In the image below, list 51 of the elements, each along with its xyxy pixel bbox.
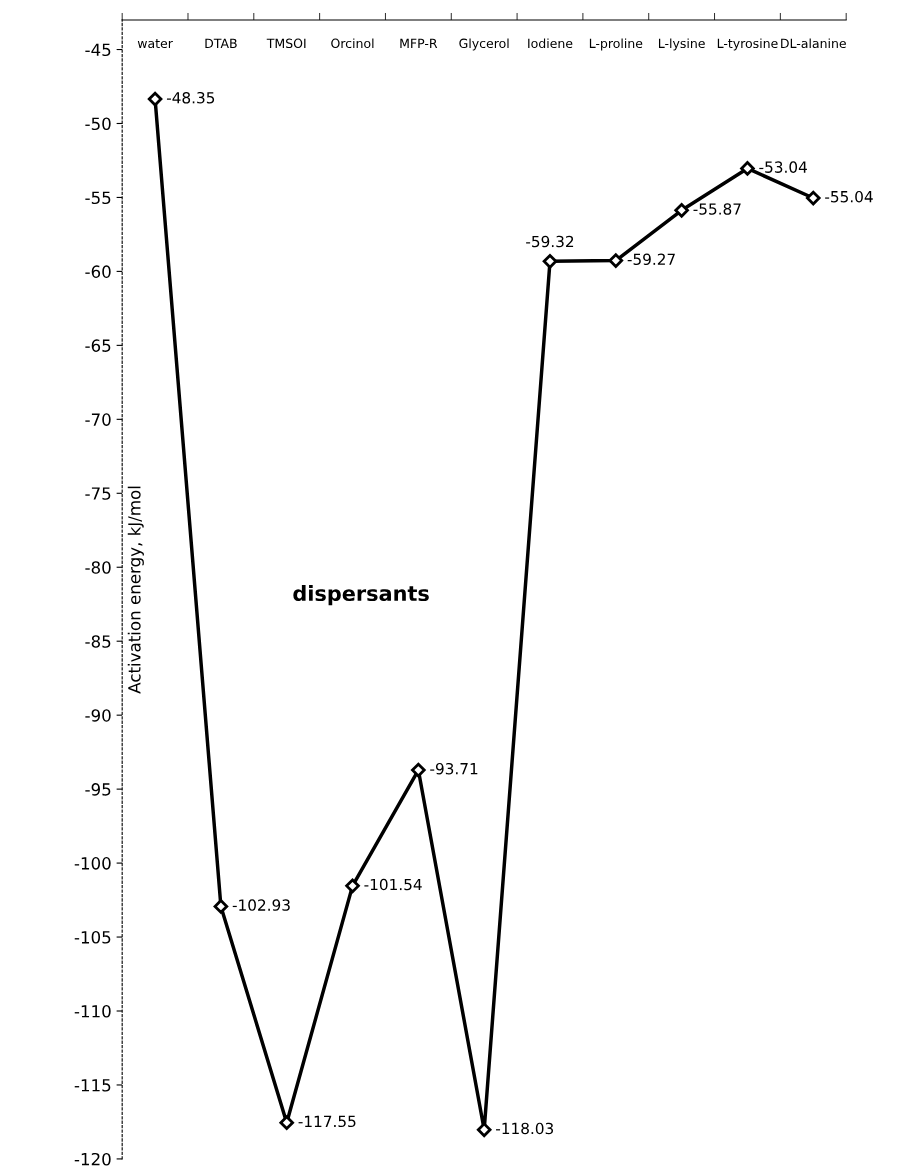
y-tick-label: -75 <box>85 487 111 500</box>
y-tick-label: -70 <box>85 413 111 426</box>
point <box>740 161 755 176</box>
y-axis-title: Activation energy, kJ/mol <box>127 486 144 694</box>
data-label: -117.55 <box>298 1115 356 1128</box>
data-label: -53.04 <box>759 161 807 173</box>
y-tick-label: -60 <box>85 265 111 278</box>
point <box>279 1115 294 1130</box>
data-label: -93.71 <box>430 762 478 775</box>
x-tick-label: L-lysine <box>658 38 705 51</box>
x-tick-label: Orcinol <box>331 38 374 49</box>
y-tick-label: -50 <box>85 117 111 131</box>
y-tick-label: -85 <box>85 635 111 648</box>
x-tick-label: water <box>137 39 173 49</box>
y-tick-label: -120 <box>74 1152 111 1166</box>
data-label: -59.32 <box>526 235 574 248</box>
point <box>213 899 229 914</box>
y-tick-label: -105 <box>74 931 111 944</box>
point <box>147 91 163 107</box>
x-tick-label: Glycerol <box>459 38 509 51</box>
y-tick-label: -80 <box>85 561 111 574</box>
point <box>608 253 624 268</box>
y-tick-label: -100 <box>74 857 111 870</box>
x-tick-label: DL-alanine <box>781 38 846 49</box>
data-label: -118.03 <box>496 1122 554 1135</box>
x-tick-label: DTAB <box>205 38 237 48</box>
y-tick-label: -65 <box>85 339 111 352</box>
y-tick-label: -110 <box>74 1004 111 1018</box>
data-label: -55.87 <box>693 203 741 215</box>
y-tick-label: -90 <box>85 709 111 722</box>
point <box>476 1122 492 1138</box>
point <box>411 762 426 778</box>
y-tick-label: -45 <box>85 43 111 57</box>
data-label: -59.27 <box>627 253 675 266</box>
point <box>345 878 360 894</box>
point <box>805 190 821 206</box>
data-label: -55.04 <box>825 190 873 203</box>
x-tick-label: L-proline <box>589 38 643 51</box>
x-tick-label: L-tyrosine <box>717 38 778 51</box>
y-tick-label: -115 <box>74 1079 111 1092</box>
x-tick-label: Iodiene <box>528 38 573 49</box>
data-label: -48.35 <box>166 91 215 104</box>
x-tick-label: MFP-R <box>400 38 438 48</box>
y-tick-label: -55 <box>85 191 111 205</box>
annotation: dispersants <box>293 584 429 606</box>
x-tick-label: TMSOI <box>266 38 306 49</box>
data-label: -101.54 <box>364 878 422 891</box>
y-tick-label: -95 <box>85 783 111 796</box>
data-label: -102.93 <box>232 899 290 911</box>
point <box>674 203 689 218</box>
point <box>542 254 558 269</box>
